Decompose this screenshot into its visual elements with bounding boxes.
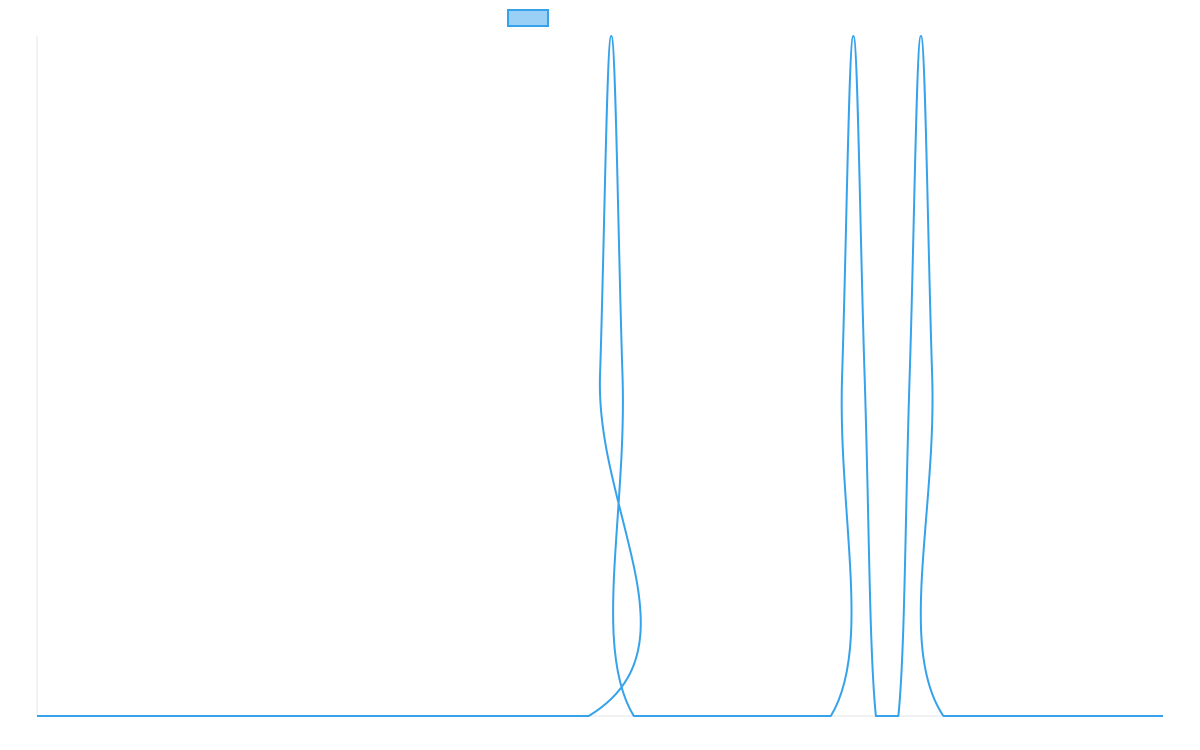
data-point[interactable] — [907, 373, 913, 379]
legend-swatch[interactable] — [507, 9, 549, 27]
data-point[interactable] — [850, 33, 856, 39]
data-point[interactable] — [1160, 713, 1166, 719]
data-point[interactable] — [839, 373, 845, 379]
data-point[interactable] — [862, 373, 868, 379]
data-point[interactable] — [608, 33, 614, 39]
data-point[interactable] — [873, 713, 879, 719]
data-point[interactable] — [586, 713, 592, 719]
data-point[interactable] — [940, 713, 946, 719]
data-point[interactable] — [34, 713, 40, 719]
series-group — [34, 33, 1166, 719]
data-point[interactable] — [929, 373, 935, 379]
data-point[interactable] — [620, 373, 626, 379]
legend[interactable] — [507, 9, 549, 27]
data-point[interactable] — [918, 33, 924, 39]
data-point[interactable] — [631, 713, 637, 719]
data-point[interactable] — [828, 713, 834, 719]
series-line-0 — [37, 35, 1163, 717]
data-point[interactable] — [895, 713, 901, 719]
data-point[interactable] — [597, 373, 603, 379]
